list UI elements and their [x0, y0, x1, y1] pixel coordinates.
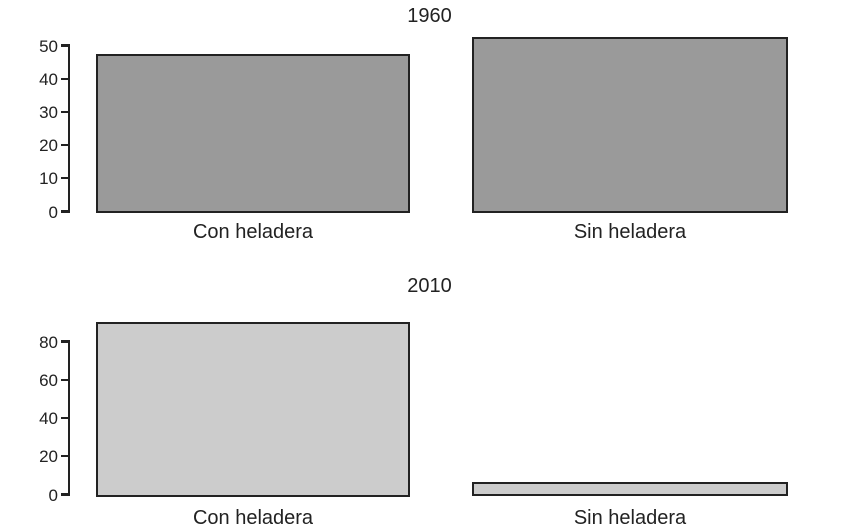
category-label-2010-con-heladera: Con heladera [192, 507, 314, 529]
bar-1960-sin-heladera [472, 37, 788, 214]
y-axis-tick-label-2010-40: 40 [39, 409, 58, 428]
category-label-1960-sin-heladera: Sin heladera [573, 221, 687, 243]
y-axis-tick-label-1960-20: 20 [39, 136, 58, 156]
y-axis-line-1960 [68, 44, 70, 213]
y-axis-tick-2010-60 [61, 378, 68, 381]
y-axis-tick-2010-0 [61, 493, 68, 496]
y-axis-tick-1960-50 [61, 44, 68, 47]
y-axis-tick-2010-80 [61, 340, 68, 343]
y-axis-tick-2010-20 [61, 455, 68, 458]
y-axis-tick-label-1960-10: 10 [39, 169, 58, 189]
chart-title-2010: 2010 [407, 275, 452, 297]
y-axis-tick-1960-40 [61, 77, 68, 80]
y-axis-tick-1960-10 [61, 177, 68, 180]
y-axis-tick-1960-20 [61, 144, 68, 147]
category-label-2010-sin-heladera: Sin heladera [573, 507, 687, 529]
y-axis-tick-label-1960-0: 0 [48, 202, 58, 222]
y-axis-tick-label-2010-20: 20 [39, 447, 58, 467]
y-axis-tick-label-2010-0: 0 [48, 485, 58, 505]
y-axis-line-2010 [68, 340, 70, 496]
chart-title-1960: 1960 [407, 5, 452, 27]
y-axis-tick-1960-30 [61, 110, 68, 113]
bar-2010-sin-heladera [472, 482, 788, 497]
y-axis-tick-label-1960-50: 50 [39, 36, 58, 56]
bar-2010-con-heladera [96, 322, 410, 497]
y-axis-tick-label-2010-80: 80 [39, 332, 58, 352]
y-axis-tick-label-1960-30: 30 [39, 102, 58, 122]
category-label-1960-con-heladera: Con heladera [192, 221, 314, 243]
bar-1960-con-heladera [96, 53, 410, 214]
y-axis-tick-2010-40 [61, 417, 68, 419]
y-axis-tick-1960-0 [61, 210, 68, 213]
y-axis-tick-label-1960-40: 40 [39, 69, 58, 89]
y-axis-tick-label-2010-60: 60 [39, 370, 58, 390]
